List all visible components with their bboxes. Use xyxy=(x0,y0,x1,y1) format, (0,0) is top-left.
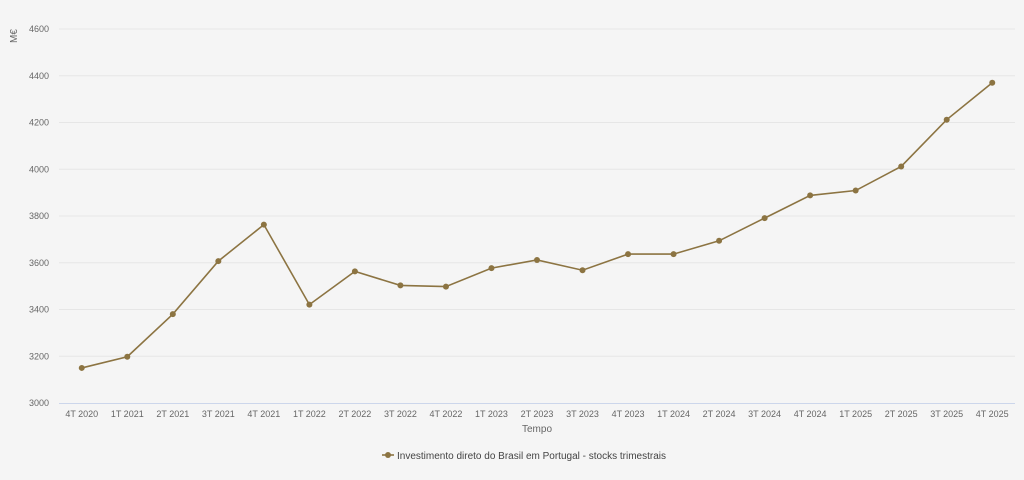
x-tick-label: 2T 2022 xyxy=(338,409,371,419)
y-tick-label: 4000 xyxy=(29,164,49,174)
data-point[interactable] xyxy=(124,353,131,360)
x-tick-label: 2T 2025 xyxy=(885,409,918,419)
data-point[interactable] xyxy=(442,283,449,290)
data-point[interactable] xyxy=(625,251,632,258)
x-tick-label: 4T 2020 xyxy=(65,409,98,419)
x-tick-label: 3T 2021 xyxy=(202,409,235,419)
y-tick-label: 3600 xyxy=(29,258,49,268)
data-point[interactable] xyxy=(579,267,586,274)
y-tick-label: 4600 xyxy=(29,24,49,34)
data-point[interactable] xyxy=(169,311,176,318)
legend-label: Investimento direto do Brasil em Portuga… xyxy=(397,451,666,462)
y-tick-label: 3800 xyxy=(29,211,49,221)
y-tick-label: 3000 xyxy=(29,398,49,408)
data-point[interactable] xyxy=(260,221,267,228)
x-tick-label: 3T 2022 xyxy=(384,409,417,419)
series-points xyxy=(78,79,996,371)
x-tick-label: 4T 2024 xyxy=(794,409,827,419)
data-point[interactable] xyxy=(761,215,768,222)
data-point[interactable] xyxy=(852,187,859,194)
x-tick-label: 3T 2024 xyxy=(748,409,781,419)
data-point[interactable] xyxy=(943,116,950,123)
y-axis-title: M€ xyxy=(9,29,20,43)
x-tick-label: 4T 2021 xyxy=(247,409,280,419)
y-tick-label: 3200 xyxy=(29,351,49,361)
data-point[interactable] xyxy=(488,265,495,272)
x-axis-title: Tempo xyxy=(522,424,552,435)
data-point[interactable] xyxy=(716,237,723,244)
series-line xyxy=(81,82,993,369)
data-point[interactable] xyxy=(351,268,358,275)
y-tick-label: 4400 xyxy=(29,71,49,81)
x-tick-label: 4T 2023 xyxy=(612,409,645,419)
data-point[interactable] xyxy=(306,301,313,308)
x-tick-label: 2T 2024 xyxy=(703,409,736,419)
gridlines xyxy=(59,28,1015,357)
data-point[interactable] xyxy=(807,192,814,199)
data-point[interactable] xyxy=(397,282,404,289)
y-tick-label: 3400 xyxy=(29,305,49,315)
data-point[interactable] xyxy=(78,364,85,371)
x-tick-label: 1T 2022 xyxy=(293,409,326,419)
data-point[interactable] xyxy=(215,258,222,265)
data-point[interactable] xyxy=(534,256,540,263)
x-tick-label: 1T 2025 xyxy=(839,409,872,419)
x-tick-label: 4T 2025 xyxy=(976,409,1009,419)
x-axis: 4T 2020 1T 2021 2T 2021 3T 2021 4T 2021 1T 20… xyxy=(65,409,1008,419)
x-tick-label: 1T 2023 xyxy=(475,409,508,419)
x-tick-label: 2T 2023 xyxy=(521,409,554,419)
data-point[interactable] xyxy=(898,163,905,170)
legend[interactable]: Investimento direto do Brasil em Portuga… xyxy=(382,451,666,462)
x-tick-label: 3T 2023 xyxy=(566,409,599,419)
y-tick-label: 4200 xyxy=(29,118,49,128)
data-point[interactable] xyxy=(670,251,677,258)
legend-marker-icon xyxy=(385,452,391,458)
x-tick-label: 1T 2021 xyxy=(111,409,144,419)
x-tick-label: 2T 2021 xyxy=(156,409,189,419)
x-tick-label: 3T 2025 xyxy=(930,409,963,419)
data-point[interactable] xyxy=(989,79,996,86)
x-tick-label: 4T 2022 xyxy=(430,409,463,419)
x-tick-label: 1T 2024 xyxy=(657,409,690,419)
y-axis: 3000 3200 3400 3600 3800 4000 4200 4400 4600 xyxy=(29,24,49,408)
